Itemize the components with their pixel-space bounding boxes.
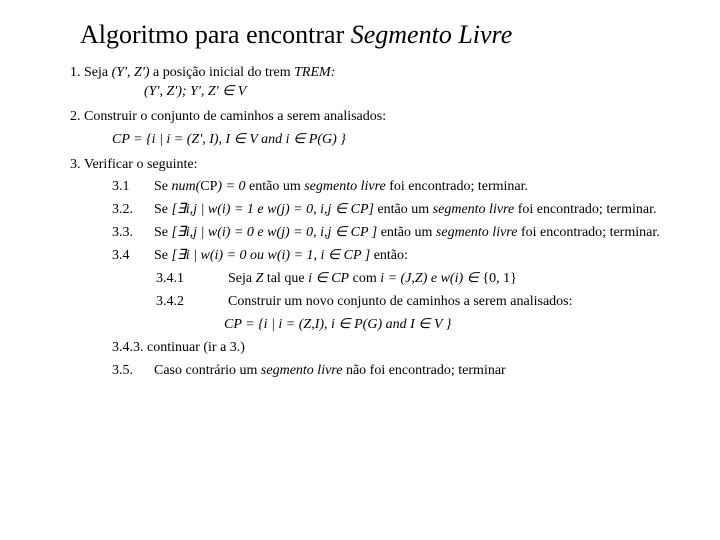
document-page: Algoritmo para encontrar Segmento Livre …: [0, 0, 720, 396]
step-3-2: 3.2.Se [∃i,j | w(i) = 1 e w(j) = 0, i,j …: [112, 201, 680, 220]
step-3-3: 3.3.Se [∃i,j | w(i) = 0 e w(j) = 0, i,j …: [112, 224, 680, 243]
step-3-4-1: 3.4.1Seja Z tal que i ∈ CP com i = (J,Z)…: [156, 270, 680, 289]
step-3-5: 3.5.Caso contrário um segmento livre não…: [112, 362, 680, 381]
page-title: Algoritmo para encontrar Segmento Livre: [80, 20, 680, 50]
item2-text: Construir o conjunto de caminhos a serem…: [84, 109, 386, 124]
step-3-4-2-formula: CP = {i | i = (Z,I), i ∈ P(G) and I ∈ V …: [224, 316, 680, 335]
main-list: Seja (Y', Z') a posição inicial do trem …: [60, 64, 680, 380]
step-3-1: 3.1Se num(CP) = 0 então um segmento livr…: [112, 178, 680, 197]
item-3: Verificar o seguinte: 3.1Se num(CP) = 0 …: [84, 156, 680, 381]
title-plain: Algoritmo para encontrar: [80, 20, 351, 49]
item-2: Construir o conjunto de caminhos a serem…: [84, 108, 680, 150]
step-3-4-3: 3.4.3. continuar (ir a 3.): [112, 339, 680, 358]
item-1: Seja (Y', Z') a posição inicial do trem …: [84, 64, 680, 102]
step-3-4: 3.4Se [∃i | w(i) = 0 ou w(i) = 1, i ∈ CP…: [112, 247, 680, 266]
item2-formula: CP = {i | i = (Z', I), I ∈ V and i ∈ P(G…: [112, 131, 680, 150]
step-3-4-2: 3.4.2Construir um novo conjunto de camin…: [156, 293, 680, 312]
title-italic: Segmento Livre: [351, 20, 513, 49]
item3-text: Verificar o seguinte:: [84, 157, 198, 172]
item1-formula: (Y', Z'); Y', Z' ∈ V: [144, 83, 680, 102]
item1-text: Seja (Y', Z') a posição inicial do trem …: [84, 65, 335, 80]
